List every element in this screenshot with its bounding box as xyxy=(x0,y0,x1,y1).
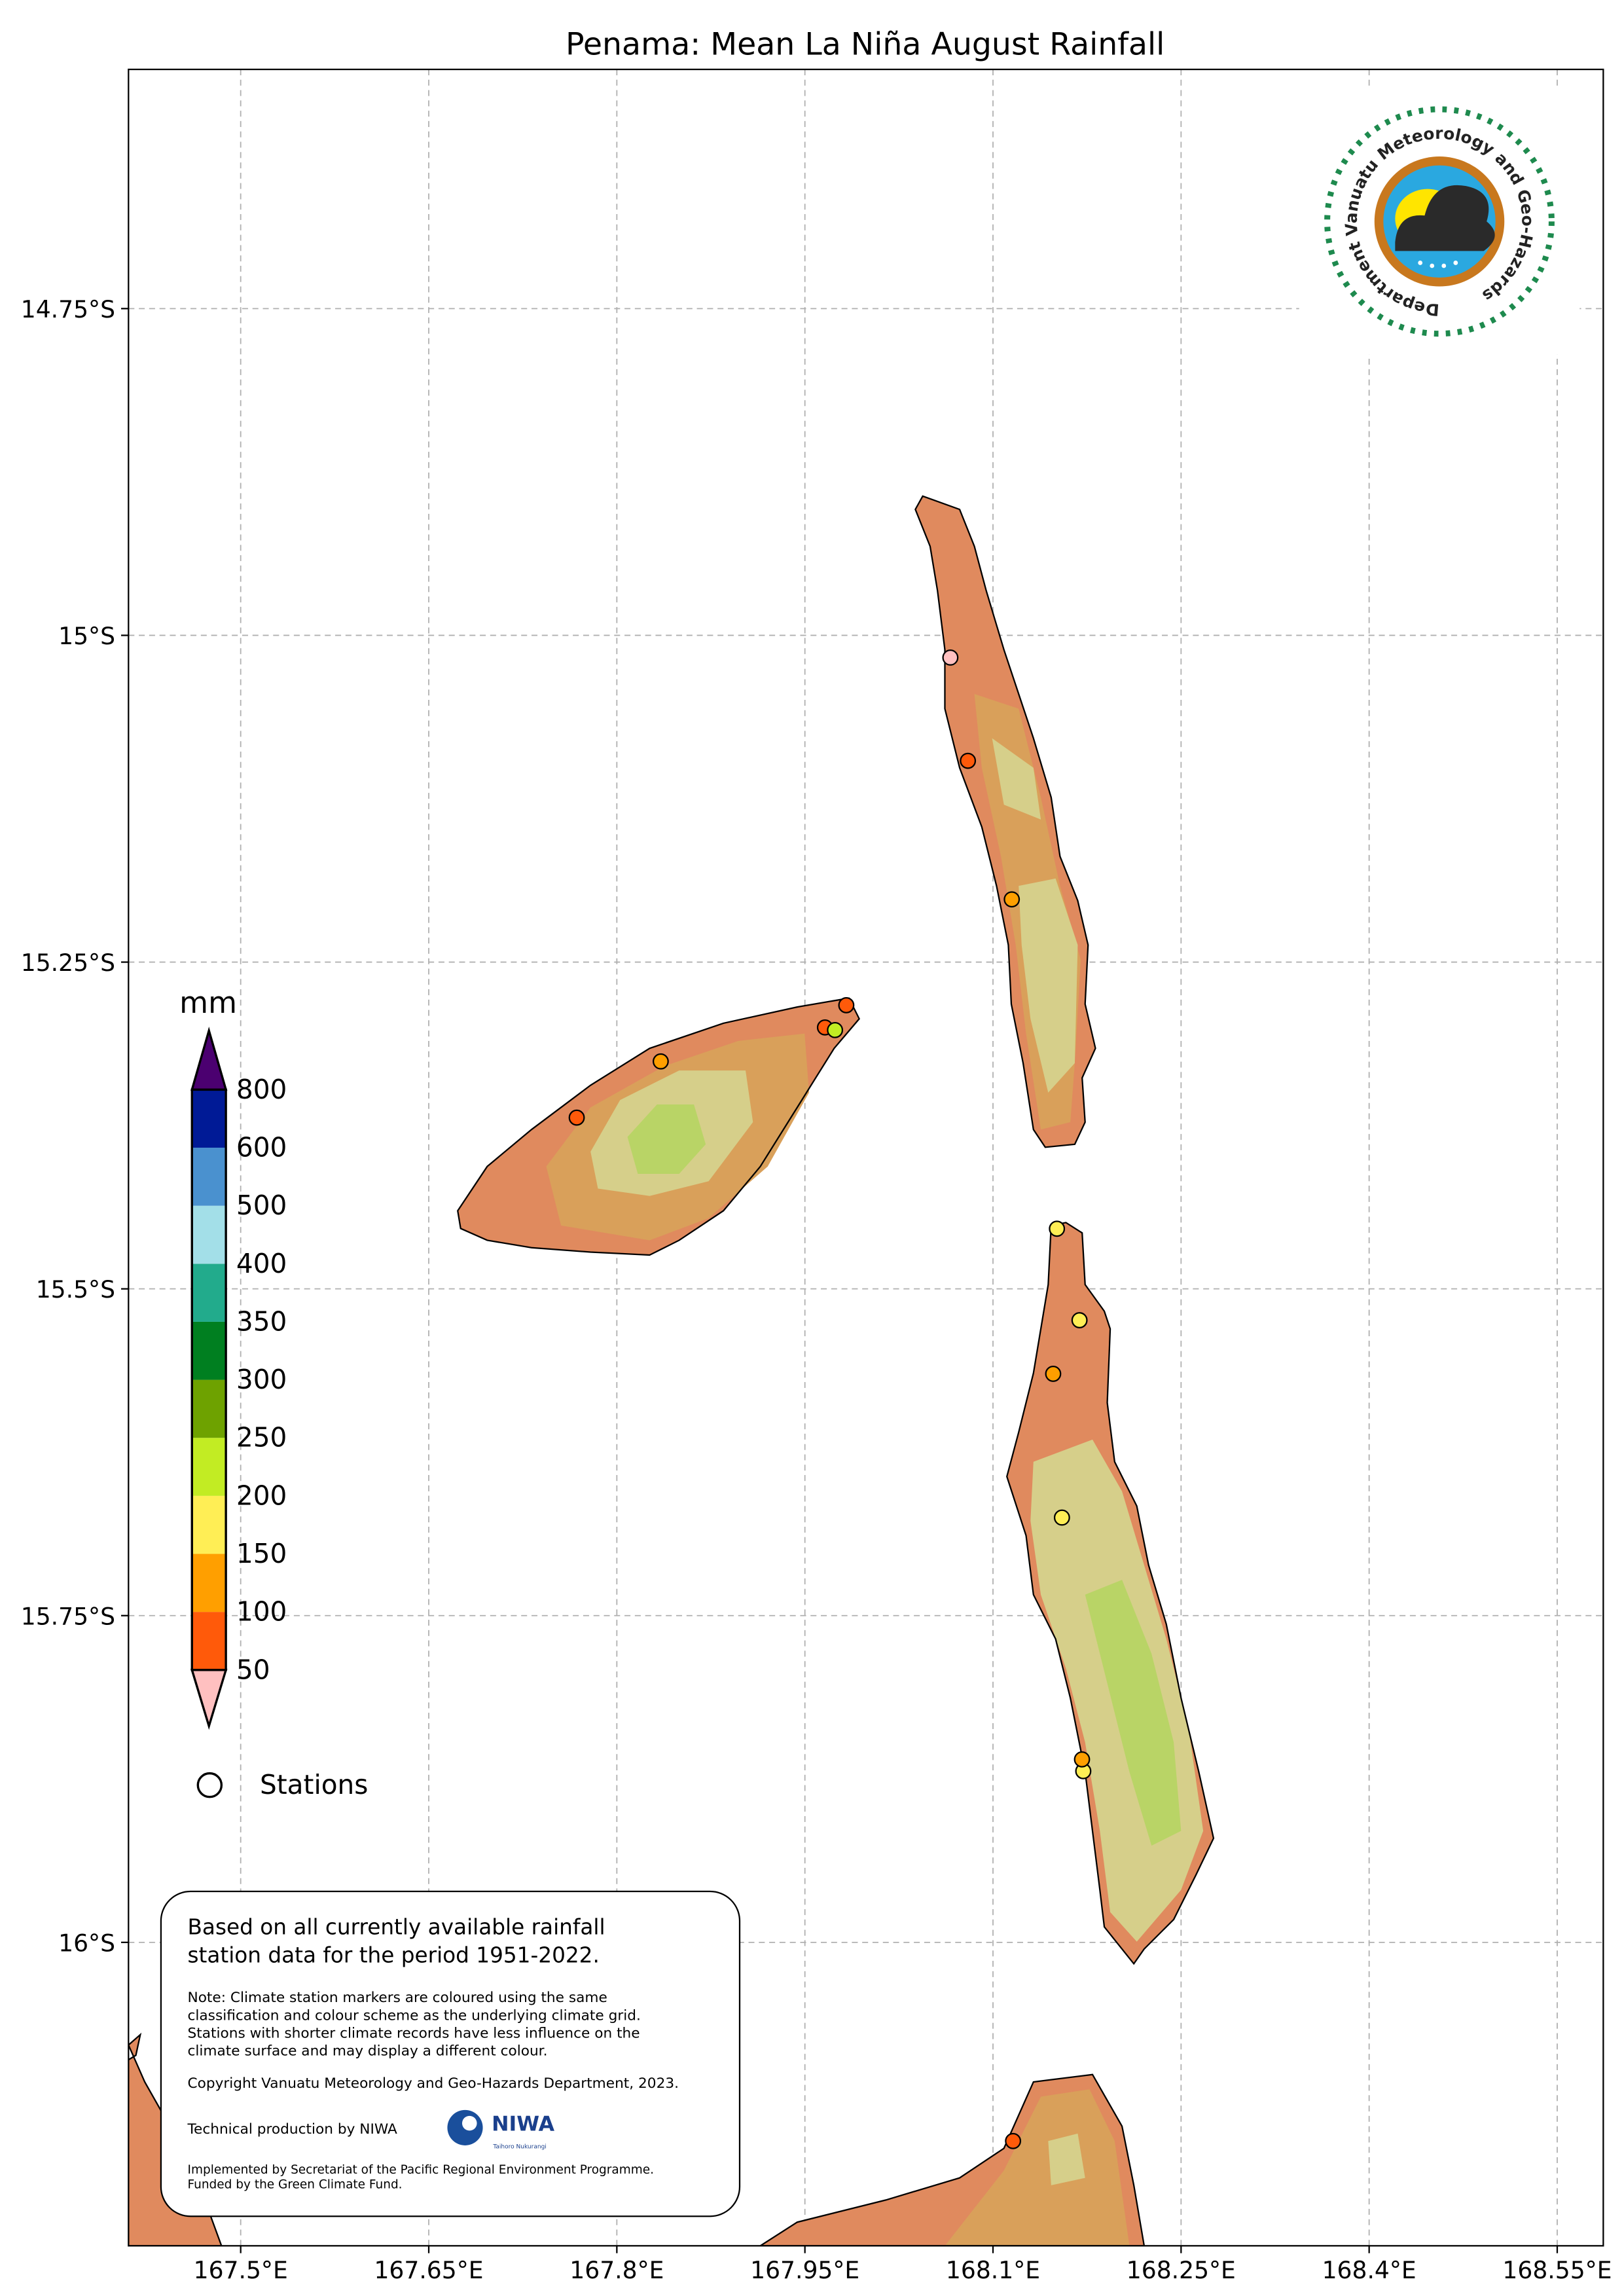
station-marker xyxy=(1071,1312,1088,1328)
station-marker xyxy=(1045,1366,1062,1382)
x-tick-label: 167.5°E xyxy=(194,2257,288,2284)
station-marker xyxy=(568,1109,585,1126)
colorbar-bin xyxy=(192,1495,226,1554)
colorbar-bin xyxy=(192,1321,226,1380)
islands xyxy=(128,495,1215,2246)
colorbar-label: 600 xyxy=(236,1132,287,1163)
info-technical: Technical production by NIWA xyxy=(187,2121,398,2138)
colorbar-label: 50 xyxy=(236,1654,270,1685)
colorbar-label: 500 xyxy=(236,1190,287,1221)
station-marker xyxy=(1005,2132,1022,2149)
station-marker xyxy=(960,752,977,769)
colorbar-label: 400 xyxy=(236,1248,287,1279)
island-ambae xyxy=(457,997,861,1256)
map-title: Penama: Mean La Niña August Rainfall xyxy=(566,26,1164,62)
y-tick-label: 14.75°S xyxy=(21,296,115,323)
y-tick-label: 15.25°S xyxy=(21,949,115,977)
colorbar-under-arrow xyxy=(190,1669,228,1730)
colorbar-bin xyxy=(192,1554,226,1613)
station-markers xyxy=(568,649,1092,2149)
colorbar-bin xyxy=(192,1438,226,1496)
info-note: classification and colour scheme as the … xyxy=(188,2007,641,2024)
colorbar-legend: mm 50 100 150 200 250 300 350 400 500 600 800 xyxy=(179,985,287,1730)
x-tick-label: 168.25°E xyxy=(1127,2257,1236,2284)
gridlines xyxy=(128,69,1604,2246)
y-axis-ticks: 14.75°S 15°S 15.25°S 15.5°S 15.75°S 16°S xyxy=(21,296,129,1957)
niwa-wordmark: NIWA xyxy=(492,2112,555,2136)
colorbar-label: 250 xyxy=(236,1422,287,1453)
colorbar-bin xyxy=(192,1264,226,1322)
island-ambrym xyxy=(759,2073,1146,2246)
x-axis-ticks: 167.5°E 167.65°E 167.8°E 167.95°E 168.1°E 168… xyxy=(194,2246,1612,2284)
colorbar-bin xyxy=(192,1148,226,1206)
niwa-tagline: Taihoro Nukurangi xyxy=(492,2143,546,2150)
info-note: Note: Climate station markers are colour… xyxy=(188,1990,607,2006)
vmgd-logo: Department Vanuatu Meteorology and Geo-H… xyxy=(1299,88,1580,355)
colorbar-label: 150 xyxy=(236,1538,287,1569)
x-tick-label: 168.4°E xyxy=(1322,2257,1416,2284)
station-marker xyxy=(1074,1751,1091,1768)
station-marker xyxy=(942,649,959,666)
info-headline: Based on all currently available rainfal… xyxy=(188,1914,605,1939)
station-marker xyxy=(652,1053,669,1070)
info-headline: station data for the period 1951-2022. xyxy=(188,1942,600,1967)
map-frame xyxy=(128,68,1604,2247)
colorbar-unit: mm xyxy=(179,985,237,1020)
info-implemented: Implemented by Secretariat of the Pacifi… xyxy=(188,2163,654,2177)
info-note: climate surface and may display a differ… xyxy=(188,2043,548,2059)
colorbar-bin xyxy=(192,1612,226,1670)
info-box: Based on all currently available rainfal… xyxy=(160,1890,741,2217)
station-marker xyxy=(838,997,855,1013)
y-tick-label: 15.5°S xyxy=(36,1276,115,1303)
station-marker xyxy=(827,1021,844,1038)
y-tick-label: 15.75°S xyxy=(21,1603,115,1630)
island-maewo xyxy=(914,495,1096,1148)
station-marker xyxy=(1003,891,1020,908)
colorbar-label: 800 xyxy=(236,1074,287,1105)
stations-legend-label: Stations xyxy=(260,1769,368,1800)
niwa-logo: NIWA Taihoro Nukurangi xyxy=(447,2109,555,2150)
colorbar-over-arrow xyxy=(190,1027,228,1091)
stations-legend: Stations xyxy=(196,1769,368,1800)
colorbar-label: 300 xyxy=(236,1364,287,1395)
island-pentecost xyxy=(1006,1222,1215,1965)
x-tick-label: 168.1°E xyxy=(946,2257,1040,2284)
colorbar-label: 100 xyxy=(236,1596,287,1628)
x-tick-label: 167.95°E xyxy=(750,2257,859,2284)
y-tick-label: 15°S xyxy=(58,623,115,650)
x-tick-label: 167.8°E xyxy=(569,2257,664,2284)
station-marker xyxy=(1053,1509,1070,1526)
info-copyright: Copyright Vanuatu Meteorology and Geo-Ha… xyxy=(188,2075,679,2092)
station-marker xyxy=(1049,1220,1066,1237)
y-tick-label: 16°S xyxy=(58,1929,115,1957)
info-implemented: Funded by the Green Climate Fund. xyxy=(188,2178,403,2191)
colorbar-bin xyxy=(192,1205,226,1264)
colorbar-outline xyxy=(190,1088,227,1671)
station-legend-marker xyxy=(196,1772,223,1798)
colorbar-label: 200 xyxy=(236,1480,287,1511)
colorbar-bin xyxy=(192,1089,226,1148)
x-tick-label: 168.55°E xyxy=(1502,2257,1612,2284)
info-note: Stations with shorter climate records ha… xyxy=(188,2025,640,2041)
colorbar-label: 350 xyxy=(236,1305,287,1337)
colorbar-bin xyxy=(192,1379,226,1438)
x-tick-label: 167.65°E xyxy=(374,2257,483,2284)
